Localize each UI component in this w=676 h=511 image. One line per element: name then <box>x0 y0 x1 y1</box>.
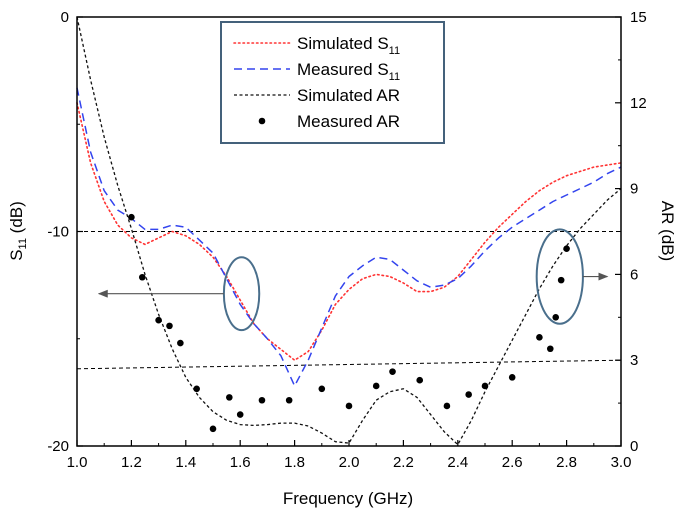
x-tick-label: 2.2 <box>393 454 414 471</box>
measured-ar-point <box>546 345 554 353</box>
x-axis-label: Frequency (GHz) <box>283 489 413 508</box>
series-line-3 <box>76 16 622 446</box>
legend-label-sub: 11 <box>389 71 400 83</box>
y-right-tick-label: 9 <box>630 181 638 198</box>
x-tick-label: 1.8 <box>284 454 305 471</box>
legend-marker-4 <box>258 117 266 125</box>
reference-line-2 <box>76 359 622 370</box>
y-right-tick-label: 6 <box>630 266 638 283</box>
y-right-tick-label: 12 <box>630 95 647 112</box>
x-tick-label: 3.0 <box>611 454 632 471</box>
legend-label-2: Measured S11 <box>297 60 400 83</box>
y-left-tick-label: 0 <box>61 9 69 26</box>
measured-ar-point <box>372 382 380 390</box>
plot-frame <box>76 16 622 447</box>
y-right-tick-label: 3 <box>630 352 638 369</box>
measured-ar-point <box>552 314 560 321</box>
y-axis-label-left: S11 (dB) <box>7 201 29 261</box>
measured-ar-point <box>465 391 472 398</box>
x-tick-label: 1.0 <box>67 454 88 471</box>
measured-ar-point <box>416 376 424 384</box>
measured-ar-point <box>166 322 173 330</box>
measured-ar-point <box>177 339 184 347</box>
legend-label-main: Measured S <box>297 60 389 79</box>
annotation-ellipse-1 <box>222 256 261 332</box>
measured-ar-point <box>318 385 326 393</box>
measured-ar-point <box>236 411 244 418</box>
y-axis-label-left-sub: 11 <box>17 238 29 249</box>
measured-ar-point <box>138 273 146 281</box>
y-left-tick-label: -20 <box>47 438 69 455</box>
legend-label-4: Measured AR <box>297 112 400 131</box>
y-axis-label-left-main: S <box>7 249 26 260</box>
x-tick-label: 1.6 <box>230 454 251 471</box>
y-left-tick-label: -10 <box>47 224 69 241</box>
legend-label-main: Simulated S <box>297 34 389 53</box>
measured-ar-point <box>536 334 543 341</box>
tick-labels: 1.0 1.2 1.4 1.6 1.8 2.0 2.2 2.4 2.6 2.8 3.00-10-20… <box>47 9 646 471</box>
legend-label-sub: 11 <box>389 45 400 57</box>
y-right-tick-label: 0 <box>630 438 638 455</box>
series-line-1 <box>76 102 622 362</box>
measured-ar-point <box>155 316 162 324</box>
series-line-2 <box>76 87 622 387</box>
measured-ar-point <box>285 396 293 404</box>
legend-label-main: Measured AR <box>297 112 400 131</box>
measured-ar-point <box>389 368 396 375</box>
plot-area <box>76 16 622 446</box>
measured-ar-point <box>209 425 217 433</box>
measured-ar-point <box>557 276 565 284</box>
measured-ar-point <box>258 396 266 404</box>
legend-label-1: Simulated S11 <box>297 34 400 57</box>
measured-ar-point <box>508 374 516 381</box>
x-tick-label: 1.2 <box>121 454 142 471</box>
x-tick-label: 2.8 <box>556 454 577 471</box>
legend-box <box>220 21 445 144</box>
measured-ar-point <box>443 402 451 410</box>
x-tick-label: 2.4 <box>447 454 468 471</box>
y-right-tick-label: 15 <box>630 9 647 26</box>
x-tick-label: 2.6 <box>502 454 523 471</box>
measured-ar-point <box>193 385 200 393</box>
annotation-ellipse-2 <box>535 228 584 325</box>
y-axis-label-left-rest: (dB) <box>7 201 26 238</box>
x-tick-label: 1.4 <box>175 454 196 471</box>
measured-ar-point <box>481 382 489 390</box>
legend-label-3: Simulated AR <box>297 86 400 105</box>
axis-labels: Frequency (GHz) S11 (dB) AR (dB) <box>7 201 676 508</box>
measured-ar-point <box>345 402 353 410</box>
y-axis-label-right: AR (dB) <box>658 201 676 261</box>
measured-ar-point <box>128 213 135 221</box>
measured-ar-point <box>226 394 233 401</box>
measured-ar-point <box>563 245 570 252</box>
legend-label-main: Simulated AR <box>297 86 400 105</box>
x-tick-label: 2.0 <box>339 454 360 471</box>
